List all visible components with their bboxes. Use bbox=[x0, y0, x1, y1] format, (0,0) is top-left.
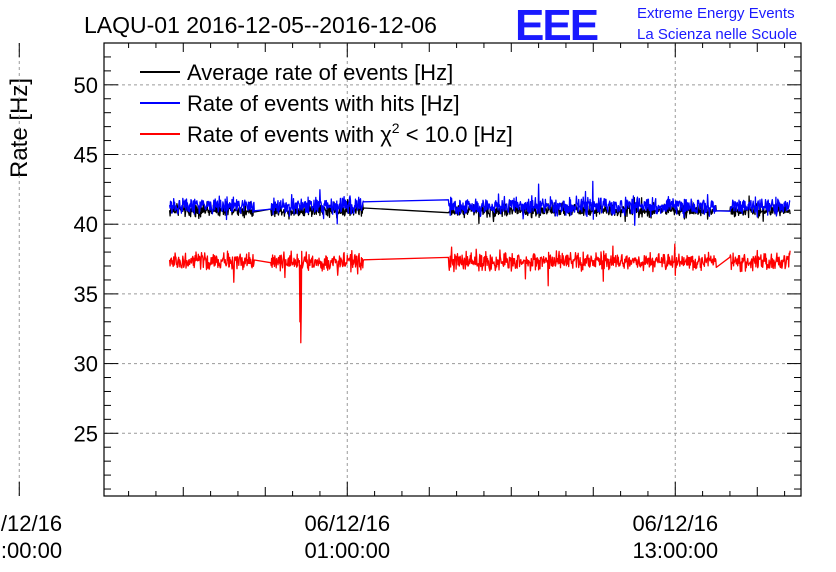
series-layer bbox=[168, 180, 791, 344]
x-tick-label-date: 06/12/16 bbox=[632, 511, 718, 536]
logo-line-2: La Scienza nelle Scuole bbox=[637, 26, 797, 43]
legend: Average rate of events [Hz] Rate of even… bbox=[140, 60, 513, 147]
legend-chi-superscript: 2 bbox=[392, 120, 400, 136]
x-ticks: 05/12/1613:00:0006/12/1601:00:0006/12/16… bbox=[0, 43, 786, 563]
series-hits-rate bbox=[168, 180, 791, 226]
x-tick-label-time: 13:00:00 bbox=[632, 538, 718, 563]
legend-chi2-prefix: Rate of events with bbox=[187, 122, 380, 147]
y-tick-label: 30 bbox=[74, 352, 98, 377]
legend-label-average: Average rate of events [Hz] bbox=[187, 60, 453, 85]
x-tick-label-date: 05/12/16 bbox=[0, 511, 62, 536]
grid bbox=[18, 43, 801, 496]
legend-chi-symbol: χ bbox=[380, 122, 392, 147]
eee-logo: EEE bbox=[515, 1, 598, 50]
x-tick-label-time: 13:00:00 bbox=[0, 538, 62, 563]
chart-title: LAQU-01 2016-12-05--2016-12-06 bbox=[84, 12, 437, 38]
y-tick-label: 50 bbox=[74, 73, 98, 98]
series-chi2-rate bbox=[168, 243, 791, 344]
y-tick-label: 45 bbox=[74, 143, 98, 168]
legend-label-hits: Rate of events with hits [Hz] bbox=[187, 91, 460, 116]
x-tick-label-date: 06/12/16 bbox=[304, 511, 390, 536]
plot-frame bbox=[103, 42, 802, 497]
legend-chi2-suffix: < 10.0 [Hz] bbox=[400, 122, 513, 147]
x-tick-label-time: 01:00:00 bbox=[304, 538, 390, 563]
y-ticks: 25 30 35 40 45 50 bbox=[74, 42, 801, 490]
y-tick-label: 35 bbox=[74, 282, 98, 307]
y-tick-label: 25 bbox=[74, 421, 98, 446]
y-tick-label: 40 bbox=[74, 212, 98, 237]
logo-line-1: Extreme Energy Events bbox=[637, 5, 795, 22]
legend-label-chi2: Rate of events with χ2 < 10.0 [Hz] bbox=[187, 120, 513, 147]
